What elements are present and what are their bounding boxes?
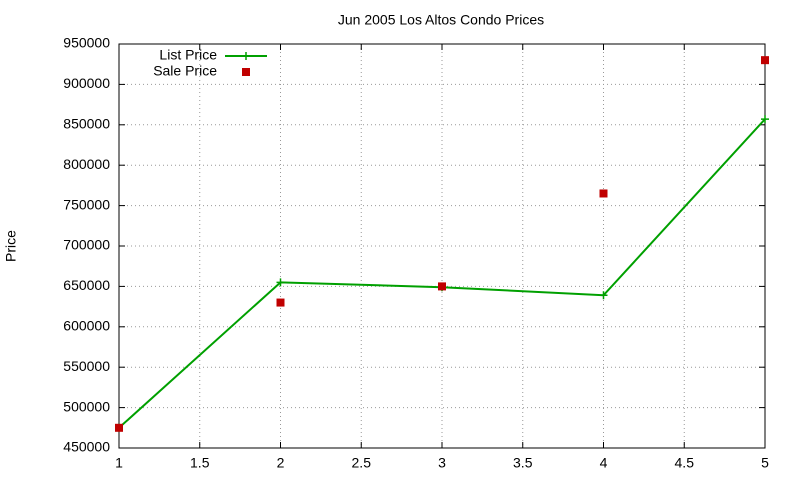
y-tick-label: 850000 [63, 116, 110, 132]
y-tick-label: 950000 [63, 35, 110, 51]
y-tick-label: 800000 [63, 156, 110, 172]
y-axis-label: Price [3, 230, 19, 262]
x-tick-label: 4 [600, 455, 608, 471]
plot-border [118, 43, 766, 449]
x-tick-label: 5 [761, 455, 769, 471]
point-marker [761, 56, 769, 65]
x-tick-label: 1.5 [190, 455, 210, 471]
y-tick-label: 500000 [63, 398, 110, 414]
x-tick-label: 2 [277, 455, 285, 471]
y-tick-label: 700000 [63, 237, 110, 253]
legend-swatch [242, 68, 250, 76]
x-tick-label: 3.5 [513, 455, 533, 471]
x-tick-label: 3 [438, 455, 446, 471]
chart-title: Jun 2005 Los Altos Condo Prices [338, 12, 544, 28]
x-tick-label: 4.5 [675, 455, 695, 471]
y-tick-label: 550000 [63, 358, 110, 374]
y-tick-label: 600000 [63, 318, 110, 334]
y-tick-label: 750000 [63, 196, 110, 212]
point-marker [761, 115, 769, 124]
legend-swatch [242, 52, 250, 60]
legend-label: Sale Price [153, 63, 217, 79]
point-marker [599, 291, 608, 300]
point-marker [115, 423, 123, 432]
y-tick-label: 450000 [63, 439, 110, 455]
point-marker [276, 298, 285, 307]
y-tick-label: 900000 [63, 75, 110, 91]
x-tick-label: 2.5 [352, 455, 372, 471]
point-marker [599, 189, 608, 198]
x-tick-label: 1 [115, 455, 123, 471]
y-tick-label: 650000 [63, 277, 110, 293]
point-marker [438, 282, 446, 291]
point-marker [276, 278, 285, 287]
legend-label: List Price [159, 47, 217, 63]
